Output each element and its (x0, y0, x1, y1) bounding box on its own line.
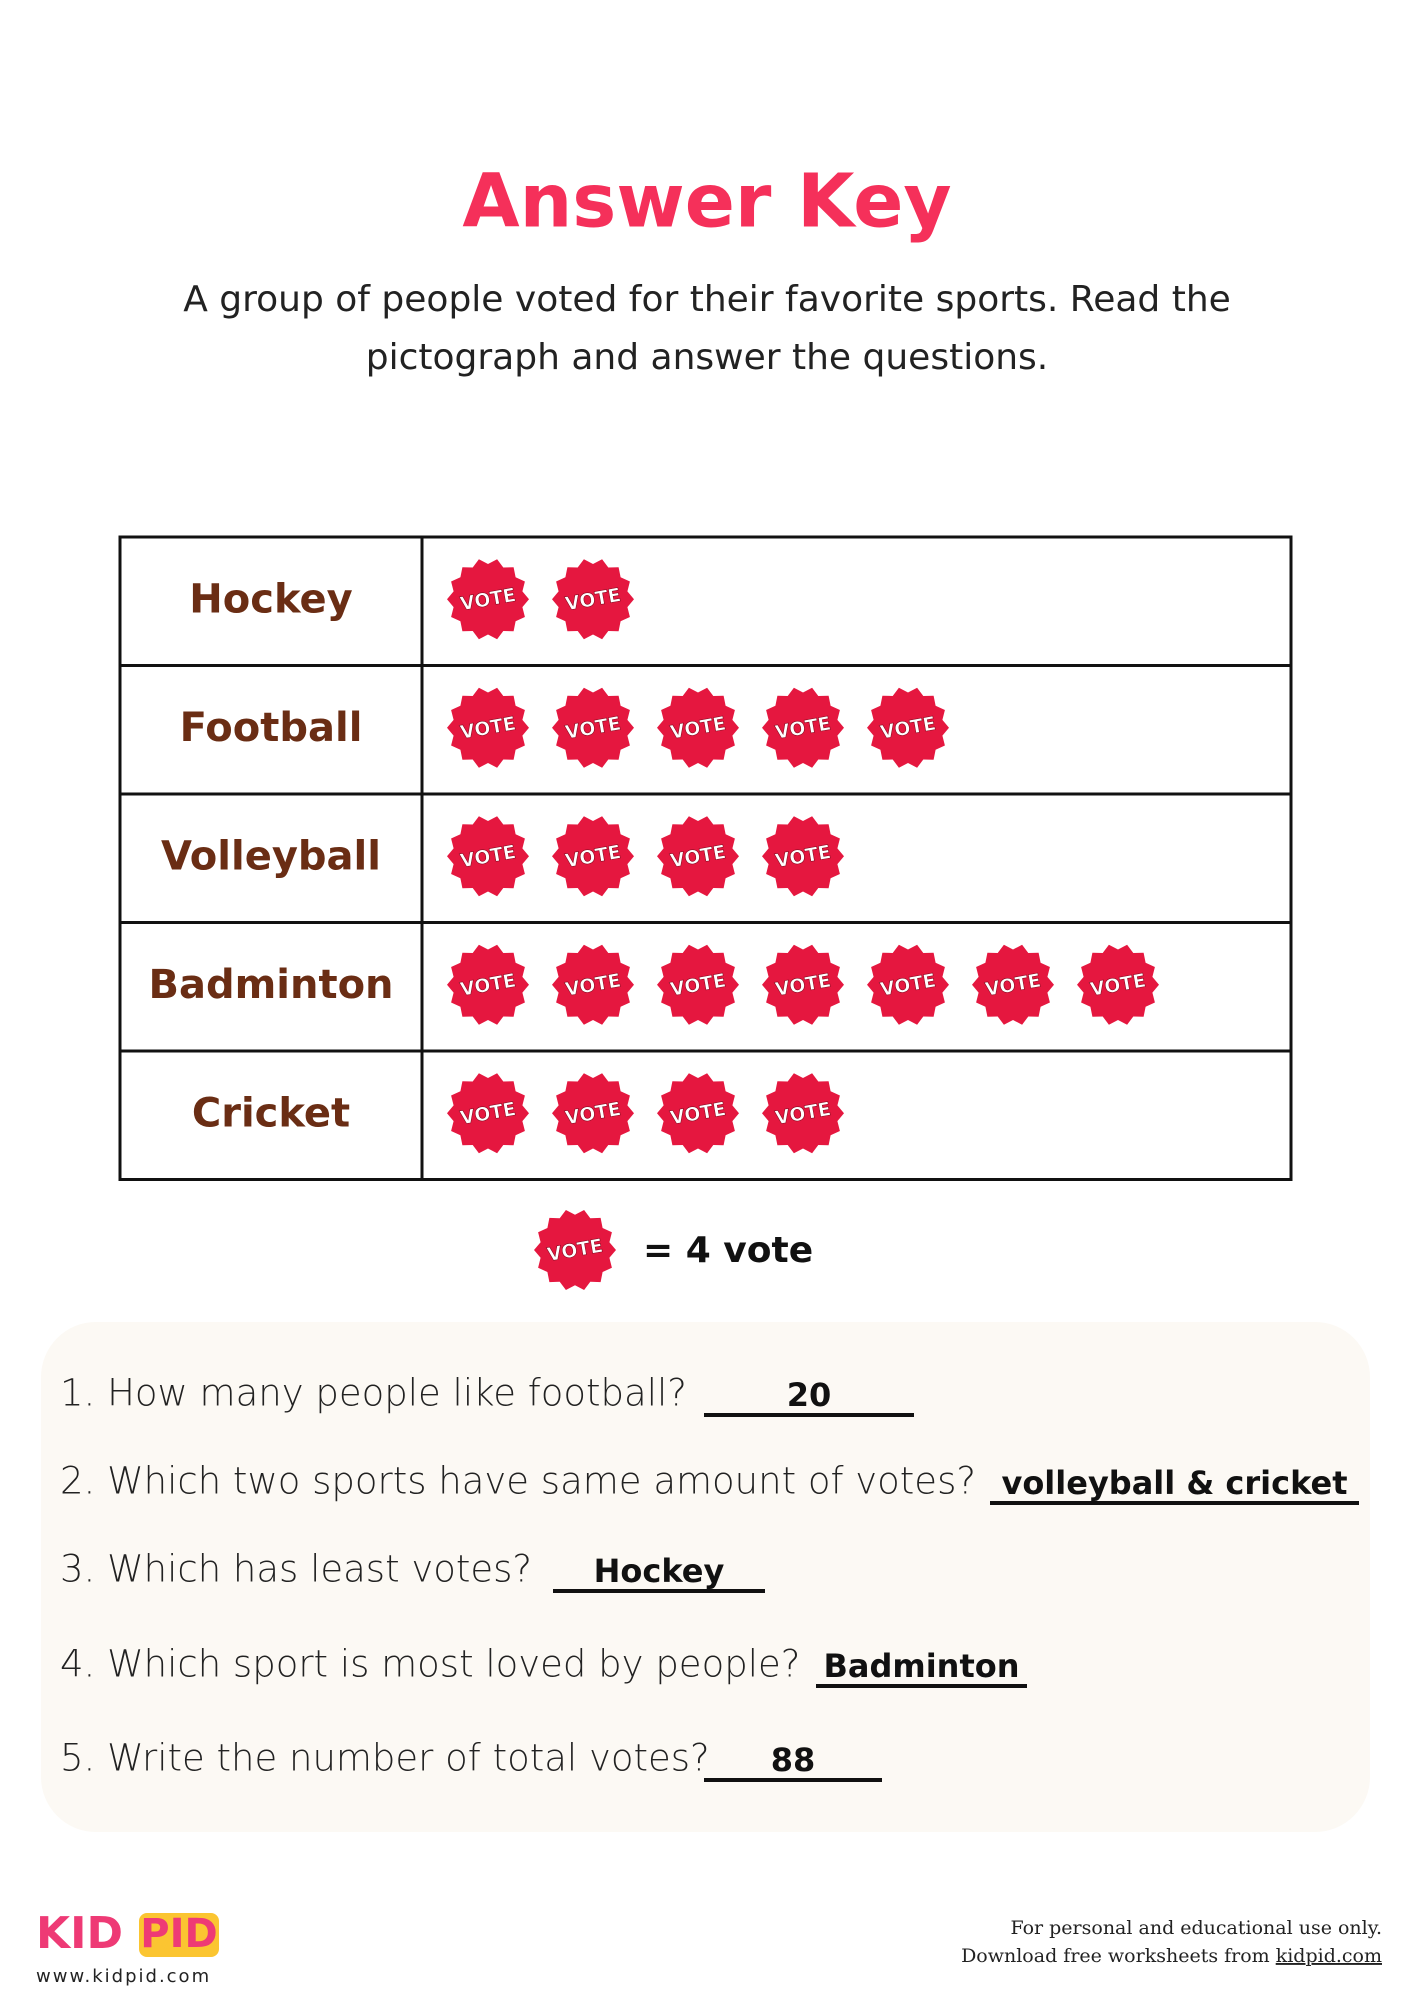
logo: KID (36, 1908, 123, 1959)
question: 1. How many people like football? (60, 1372, 687, 1415)
vote-badge (552, 687, 634, 768)
question: 5. Write the number of total votes? (60, 1737, 710, 1780)
vote-icon: VOTE (447, 559, 529, 640)
vote-badge (972, 944, 1054, 1025)
vote-badge (762, 944, 844, 1025)
vote-badge (1077, 944, 1159, 1025)
title: Answer Key (462, 159, 951, 245)
answer: 88 (771, 1741, 816, 1779)
answer: 20 (787, 1376, 832, 1414)
vote-badge (762, 687, 844, 768)
vote-icon: VOTE (867, 944, 949, 1025)
pictograph-table: Hockey VOTE VOTE Football VOTE VOTE VOTE VOTE VO… (118, 535, 1293, 1290)
footer-note: For personal and educational use only. (1010, 1917, 1382, 1939)
logo-url: www.kidpid.com (36, 1966, 211, 1987)
sport-label: Volleyball (161, 833, 381, 879)
question: 2. Which two sports have same amount of … (60, 1460, 976, 1503)
vote-badge (552, 559, 634, 640)
vote-icon: VOTE (447, 816, 529, 897)
vote-badge (552, 1073, 634, 1154)
vote-badge (447, 944, 529, 1025)
vote-badge (867, 687, 949, 768)
vote-badge (534, 1210, 616, 1290)
vote-icon: VOTE (972, 944, 1054, 1025)
vote-badge (762, 816, 844, 897)
vote-icon: VOTE (552, 944, 634, 1025)
footer-note: Download free worksheets from (961, 1945, 1270, 1967)
vote-badge (447, 1073, 529, 1154)
vote-icon: VOTE (534, 1210, 616, 1290)
vote-icon: VOTE (762, 944, 844, 1025)
sport-label: Cricket (192, 1090, 350, 1136)
sport-label: Hockey (189, 576, 352, 622)
vote-icon: VOTE (552, 687, 634, 768)
questions: 1. How many people like football? 20 2. Wh… (60, 1372, 1359, 1782)
vote-icon: VOTE (867, 687, 949, 768)
vote-badge (867, 944, 949, 1025)
table-border (118, 535, 1293, 1181)
logo: PID (140, 1911, 217, 1957)
vote-icon: VOTE (552, 1073, 634, 1154)
question: 4. Which sport is most loved by people? (60, 1643, 800, 1686)
vote-icon: VOTE (657, 1073, 739, 1154)
vote-icon: VOTE (762, 1073, 844, 1154)
vote-icon: VOTE (657, 687, 739, 768)
answer: Badminton (823, 1647, 1019, 1685)
answer: volleyball & cricket (1001, 1464, 1347, 1502)
logo-badge (139, 1913, 219, 1957)
vote-badge (447, 687, 529, 768)
vote-icon: VOTE (447, 944, 529, 1025)
vote-badge (762, 1073, 844, 1154)
vote-icon: VOTE (657, 944, 739, 1025)
vote-badge (552, 944, 634, 1025)
vote-icon: VOTE (657, 816, 739, 897)
instructions-line: pictograph and answer the questions. (366, 337, 1049, 378)
instructions-line: A group of people voted for their favori… (183, 279, 1231, 320)
vote-badge (657, 816, 739, 897)
vote-icon: VOTE (762, 687, 844, 768)
question: 3. Which has least votes? (60, 1548, 532, 1591)
vote-badge (657, 687, 739, 768)
answer: Hockey (594, 1552, 725, 1590)
vote-badge (447, 559, 529, 640)
footer-link[interactable]: kidpid.com (1276, 1945, 1382, 1967)
sport-label: Football (180, 705, 363, 751)
vote-icon: VOTE (552, 816, 634, 897)
vote-badge (552, 816, 634, 897)
vote-icon: VOTE (552, 559, 634, 640)
vote-badge (657, 1073, 739, 1154)
key-text: = 4 vote (643, 1230, 813, 1271)
vote-icon: VOTE (447, 687, 529, 768)
questions-box (41, 1322, 1370, 1832)
vote-badge (657, 944, 739, 1025)
sport-label: Badminton (148, 962, 393, 1008)
vote-icon: VOTE (1077, 944, 1159, 1025)
vote-badge (447, 816, 529, 897)
vote-icon: VOTE (447, 1073, 529, 1154)
vote-icon: VOTE (762, 816, 844, 897)
